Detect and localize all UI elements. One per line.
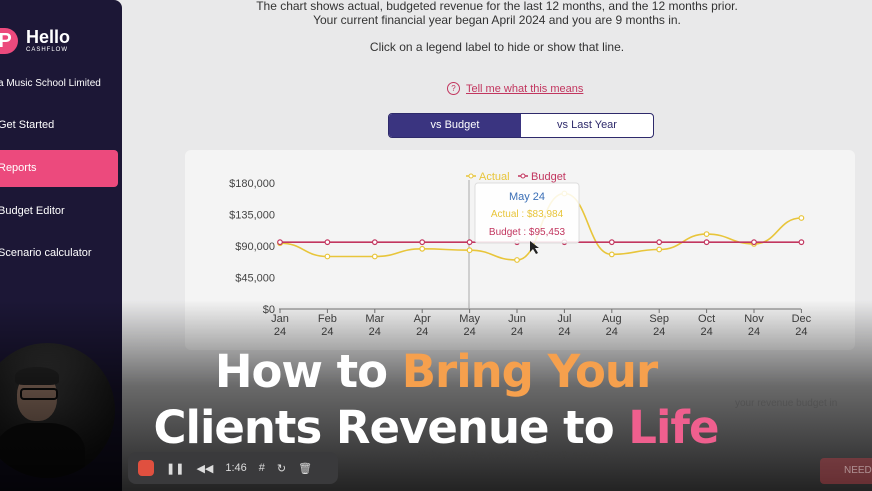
x-tick-label: 24 xyxy=(606,326,618,338)
budget-data-point[interactable] xyxy=(419,239,426,246)
x-tick-label: Oct xyxy=(698,313,715,325)
tooltip-actual: Actual : $83,984 xyxy=(491,209,564,220)
legend-budget-marker xyxy=(520,173,526,179)
app-logo[interactable]: P Hello CASHFLOW xyxy=(0,28,70,54)
chart-legend: Actual Budget xyxy=(466,171,566,183)
budget-data-point[interactable] xyxy=(466,239,473,246)
budget-data-point[interactable] xyxy=(751,239,757,246)
grid-icon[interactable]: # xyxy=(258,462,265,474)
budget-data-point[interactable] xyxy=(324,239,331,246)
actual-data-point[interactable] xyxy=(466,247,473,254)
x-tick-label: Nov xyxy=(744,313,764,325)
stat-caption-left: higher than the previous 12 month averag… xyxy=(418,450,609,461)
x-tick-label: Apr xyxy=(414,313,431,325)
y-tick-label: $90,000 xyxy=(235,241,275,253)
budget-data-point[interactable] xyxy=(656,239,663,246)
mouse-cursor-icon xyxy=(530,241,539,254)
actual-data-point[interactable] xyxy=(514,257,520,263)
budget-data-point[interactable] xyxy=(277,239,283,246)
x-tick-label: Jul xyxy=(557,313,571,325)
comparison-toggle: vs Budget vs Last Year xyxy=(388,113,654,138)
x-tick-label: 24 xyxy=(369,326,381,338)
logo-mark-icon: P xyxy=(0,28,18,54)
x-tick-label: 24 xyxy=(653,326,665,338)
budget-data-point[interactable] xyxy=(371,239,378,246)
headline-part-bring: Bring Your xyxy=(401,345,658,398)
stat-caption-right: your revenue budget in xyxy=(735,398,838,409)
headline-line-1: How to Bring Your xyxy=(0,347,872,397)
x-tick-label: Feb xyxy=(318,313,337,325)
x-tick-label: Aug xyxy=(602,313,622,325)
headline-part-clients: Clients Revenue to xyxy=(153,401,615,454)
intro-line-1: The chart shows actual, budgeted revenue… xyxy=(256,0,738,13)
stop-recording-icon[interactable] xyxy=(138,460,154,476)
actual-data-point[interactable] xyxy=(703,231,710,238)
trash-icon[interactable]: 🗑 xyxy=(298,462,313,475)
logo-title: Hello xyxy=(26,27,71,47)
headline-part-life: Life xyxy=(628,401,719,454)
budget-data-point[interactable] xyxy=(798,239,805,246)
need-help-button[interactable]: NEED xyxy=(820,458,872,484)
x-tick-label: 24 xyxy=(463,326,475,338)
actual-data-point[interactable] xyxy=(798,215,805,221)
sidebar-item-budget-editor[interactable]: Budget Editor xyxy=(0,205,65,217)
x-tick-label: Jun xyxy=(508,313,526,325)
x-tick-label: 24 xyxy=(748,326,760,338)
tooltip-box xyxy=(474,182,580,244)
actual-data-point[interactable] xyxy=(656,246,663,253)
legend-budget-label[interactable]: Budget xyxy=(531,171,566,183)
help-link-label: Tell me what this means xyxy=(466,82,584,95)
x-tick-label: 24 xyxy=(321,326,333,338)
recording-controls: ❚❚ ◀◀ 1:46 # ↻ 🗑 xyxy=(128,452,338,484)
tooltip-title: May 24 xyxy=(509,191,545,203)
headline-part-how-to: How to xyxy=(214,345,388,398)
actual-data-point[interactable] xyxy=(608,251,615,258)
legend-actual-marker xyxy=(468,173,474,179)
y-tick-label: $135,000 xyxy=(229,210,275,222)
x-tick-label: Dec xyxy=(792,313,812,325)
recording-time: 1:46 xyxy=(225,462,247,474)
sidebar-item-get-started[interactable]: Get Started xyxy=(0,119,55,131)
x-tick-label: May xyxy=(459,313,480,325)
x-tick-label: 24 xyxy=(274,326,286,338)
x-axis-ticks: Jan24Feb24Mar24Apr24May24Jun24Jul24Aug24… xyxy=(271,309,812,338)
company-name: a Music School Limited xyxy=(0,78,101,89)
x-tick-label: 24 xyxy=(795,326,807,338)
x-tick-label: Jan xyxy=(271,313,289,325)
chart-tooltip: May 24 Actual : $83,984 Budget : $95,453 xyxy=(474,182,580,254)
x-tick-label: 24 xyxy=(416,326,428,338)
x-tick-label: Mar xyxy=(365,313,384,325)
intro-line-3: Click on a legend label to hide or show … xyxy=(369,40,625,54)
legend-actual-label[interactable]: Actual xyxy=(479,171,510,183)
rewind-icon[interactable]: ◀◀ xyxy=(196,462,214,475)
budget-data-point[interactable] xyxy=(703,239,710,246)
intro-line-2: Your current financial year began April … xyxy=(313,13,681,27)
tooltip-budget: Budget : $95,453 xyxy=(489,227,566,238)
sidebar-item-reports[interactable]: Reports xyxy=(0,150,118,187)
logo-subtitle: CASHFLOW xyxy=(26,47,69,53)
actual-data-point[interactable] xyxy=(371,253,378,260)
y-axis-ticks: $180,000$135,000$90,000$45,000$0 xyxy=(229,178,275,316)
x-tick-label: Sep xyxy=(649,313,669,325)
question-icon: ? xyxy=(447,82,460,95)
help-link[interactable]: ? Tell me what this means xyxy=(447,82,583,95)
pause-icon[interactable]: ❚❚ xyxy=(166,462,185,475)
y-tick-label: $45,000 xyxy=(235,273,275,285)
x-tick-label: 24 xyxy=(558,326,570,338)
vs-last-year-button[interactable]: vs Last Year xyxy=(557,119,617,131)
actual-data-point[interactable] xyxy=(324,253,331,260)
vs-budget-button[interactable]: vs Budget xyxy=(389,114,521,137)
x-tick-label: 24 xyxy=(700,326,712,338)
headline-line-2: Clients Revenue to Life xyxy=(0,403,872,453)
sidebar-item-scenario-calculator[interactable]: Scenario calculator xyxy=(0,247,92,259)
actual-data-point[interactable] xyxy=(419,245,426,252)
y-tick-label: $180,000 xyxy=(229,178,275,190)
budget-data-point[interactable] xyxy=(608,239,615,246)
restart-icon[interactable]: ↻ xyxy=(276,462,287,475)
x-tick-label: 24 xyxy=(511,326,523,338)
